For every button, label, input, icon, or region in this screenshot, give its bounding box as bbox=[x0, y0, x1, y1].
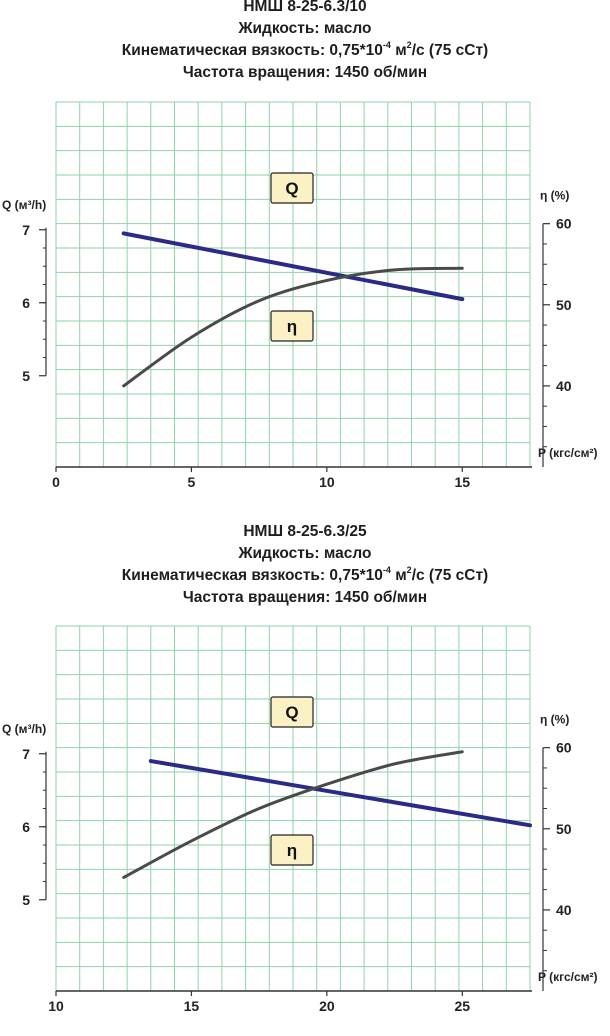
chart-2-eta-badge-box bbox=[270, 834, 314, 866]
chart-1-y-left-tick-label: 7 bbox=[22, 222, 30, 238]
chart-2-y-right-tick-label: 60 bbox=[556, 740, 572, 756]
chart-1-x-tick-label: 5 bbox=[188, 474, 196, 490]
chart-1-viscosity-suffix: /с (75 сСт) bbox=[411, 42, 489, 59]
chart-2-viscosity-prefix: Кинематическая вязкость: 0,75*10 bbox=[121, 567, 383, 584]
chart-1-y-left-tick-label: 6 bbox=[22, 295, 30, 311]
chart-1-y-left-axis-label: Q (м³/h) bbox=[2, 198, 46, 212]
chart-1-viscosity-mid: м bbox=[390, 42, 407, 59]
chart-2-viscosity-exp: -4 bbox=[382, 565, 391, 575]
chart-1-x-tick-label: 0 bbox=[52, 474, 60, 490]
chart-1-x-tick-label: 10 bbox=[319, 474, 335, 490]
chart-2-y-left-tick-label: 6 bbox=[22, 819, 30, 835]
chart-2-eta-badge: η bbox=[270, 834, 314, 866]
chart-2-q-badge: Q bbox=[270, 696, 314, 728]
chart-2-liquid: Жидкость: масло bbox=[238, 545, 372, 562]
chart-1-viscosity-prefix: Кинематическая вязкость: 0,75*10 bbox=[121, 42, 383, 59]
chart-2-x-axis-label: P (кгс/см²) bbox=[538, 970, 598, 984]
chart-2-viscosity-sq: 2 bbox=[406, 565, 412, 575]
chart-2-y-right-axis: 40 50 60 η (%) bbox=[540, 713, 572, 991]
chart-1-grid bbox=[55, 101, 531, 468]
chart-1-x-tick-label: 15 bbox=[454, 474, 470, 490]
chart-2-y-right-axis-label: η (%) bbox=[540, 713, 569, 727]
chart-1-rotation: Частота вращения: 1450 об/мин bbox=[182, 64, 428, 81]
chart-1-y-right-tick-label: 40 bbox=[556, 378, 572, 394]
chart-1-eta-badge-label: η bbox=[287, 317, 297, 336]
chart-2-rotation: Частота вращения: 1450 об/мин bbox=[182, 589, 428, 606]
chart-1-x-axis-label: P (кгс/см²) bbox=[538, 446, 598, 460]
chart-2-x-tick-label: 10 bbox=[48, 998, 64, 1014]
chart-2-grid bbox=[55, 625, 531, 992]
chart-1-x-axis: 0 5 10 15 P (кгс/см²) bbox=[52, 446, 597, 490]
chart-2-y-left-tick-label: 5 bbox=[22, 892, 30, 908]
chart-2-eta-badge-label: η bbox=[287, 841, 297, 860]
chart-2-model: НМШ 8-25-6.3/25 bbox=[243, 523, 367, 540]
chart-2-viscosity-mid: м bbox=[390, 567, 407, 584]
chart-1-viscosity-exp: -4 bbox=[382, 40, 391, 50]
chart-1-plot: 0 5 10 15 P (кгс/см²) 5 6 7 Q (м³/h) 40 50 60 η (%) Q… bbox=[2, 101, 598, 490]
chart-1-y-right-axis: 40 50 60 η (%) bbox=[540, 189, 572, 467]
chart-2-title: НМШ 8-25-6.3/25 Жидкость: масло Кинемати… bbox=[0, 521, 610, 609]
chart-2-x-axis: 10 15 20 25 P (кгс/см²) bbox=[48, 970, 597, 1014]
chart-2-y-right-tick-label: 40 bbox=[556, 902, 572, 918]
chart-2-y-left-axis: 5 6 7 Q (м³/h) bbox=[2, 722, 47, 908]
chart-2-q-badge-label: Q bbox=[285, 703, 298, 722]
chart-1-eta-badge-box bbox=[270, 310, 314, 342]
chart-2-x-tick-label: 25 bbox=[454, 998, 470, 1014]
chart-1-q-curve bbox=[121, 231, 465, 302]
chart-2-x-tick-label: 15 bbox=[184, 998, 200, 1014]
chart-1-q-badge: Q bbox=[270, 172, 314, 204]
chart-1-q-badge-label: Q bbox=[285, 179, 298, 198]
chart-2-q-curve bbox=[148, 759, 532, 828]
chart-1-liquid: Жидкость: масло bbox=[238, 20, 372, 37]
chart-1-viscosity-sq: 2 bbox=[406, 40, 412, 50]
chart-2-eta-curve bbox=[122, 750, 464, 879]
chart-2-viscosity: Кинематическая вязкость: 0,75*10-4 м2/с … bbox=[0, 565, 610, 587]
chart-1-q-badge-box bbox=[270, 172, 314, 204]
chart-1-viscosity: Кинематическая вязкость: 0,75*10-4 м2/с … bbox=[0, 40, 610, 62]
chart-1-y-left-axis: 5 6 7 Q (м³/h) bbox=[2, 198, 47, 384]
chart-1-model: НМШ 8-25-6.3/10 bbox=[243, 0, 367, 15]
chart-2-y-left-axis-label: Q (м³/h) bbox=[2, 722, 46, 736]
chart-2-viscosity-suffix: /с (75 сСт) bbox=[411, 567, 489, 584]
chart-2-plot: 10 15 20 25 P (кгс/см²) 5 6 7 Q (м³/h) 40 50 60 η (%… bbox=[2, 625, 598, 1014]
chart-2-y-left-tick-label: 7 bbox=[22, 746, 30, 762]
chart-1-eta-badge: η bbox=[270, 310, 314, 342]
chart-2-q-badge-box bbox=[270, 696, 314, 728]
chart-1-y-left-tick-label: 5 bbox=[22, 368, 30, 384]
chart-1-y-right-axis-label: η (%) bbox=[540, 189, 569, 203]
chart-1-title: НМШ 8-25-6.3/10 Жидкость: масло Кинемати… bbox=[0, 0, 610, 84]
chart-2-y-right-tick-label: 50 bbox=[556, 821, 572, 837]
chart-1-y-right-tick-label: 60 bbox=[556, 216, 572, 232]
chart-2-x-tick-label: 20 bbox=[319, 998, 335, 1014]
chart-1-y-right-tick-label: 50 bbox=[556, 297, 572, 313]
chart-1-eta-curve bbox=[122, 266, 464, 388]
